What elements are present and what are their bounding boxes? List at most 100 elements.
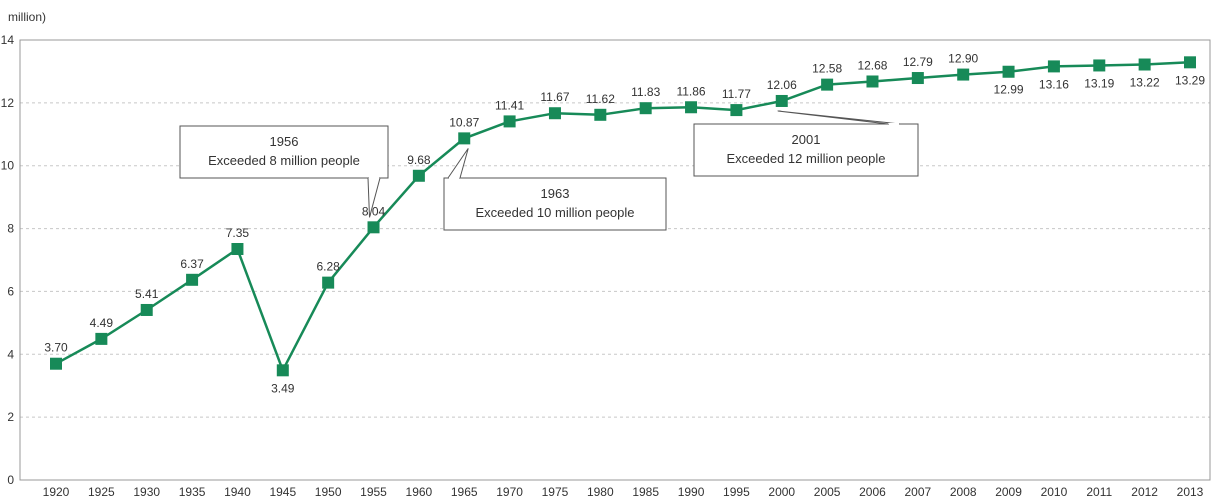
x-tick-label: 1970 [496, 485, 523, 499]
data-point [548, 107, 561, 120]
y-tick-label: 8 [7, 222, 14, 236]
x-tick-label: 1950 [315, 485, 342, 499]
x-tick-label: 2000 [768, 485, 795, 499]
data-point [685, 101, 698, 114]
callout-year: 2001 [792, 132, 821, 147]
data-label: 7.35 [226, 226, 250, 240]
data-point [821, 78, 834, 91]
data-label: 11.77 [722, 87, 751, 101]
x-tick-label: 1985 [632, 485, 659, 499]
data-point [957, 68, 970, 81]
x-tick-label: 1935 [179, 485, 206, 499]
data-point [1184, 56, 1196, 69]
data-label: 11.83 [631, 85, 660, 99]
callout-box [693, 123, 919, 177]
x-tick-label: 1955 [360, 485, 387, 499]
data-point [1093, 59, 1106, 72]
x-tick-label: 2009 [995, 485, 1022, 499]
series-line [55, 61, 1191, 374]
x-tick-label: 1945 [269, 485, 296, 499]
data-label: 11.86 [676, 84, 705, 98]
data-label: 13.16 [1039, 77, 1069, 91]
data-point [412, 169, 425, 182]
x-tick-label: 1925 [88, 485, 115, 499]
line-layer [55, 61, 1191, 374]
data-point [866, 75, 879, 88]
data-label: 12.58 [812, 62, 842, 76]
data-label: 4.49 [90, 316, 114, 330]
callout-text: Exceeded 10 million people [476, 205, 635, 220]
data-label: 3.70 [44, 341, 68, 355]
data-label: 10.87 [449, 115, 479, 129]
data-label: 11.67 [540, 90, 569, 104]
x-tick-label: 2007 [904, 485, 931, 499]
data-point [367, 221, 380, 234]
callout-pointer [447, 148, 469, 179]
x-tick-label: 2011 [1086, 485, 1112, 499]
y-tick-label: 6 [7, 284, 14, 298]
data-label: 13.19 [1084, 76, 1114, 90]
x-tick-label: 1990 [678, 485, 705, 499]
data-point [50, 357, 62, 370]
x-tick-label: 1930 [133, 485, 160, 499]
callout-pointer [777, 110, 901, 125]
point-layer [50, 56, 1196, 377]
data-label: 11.62 [586, 92, 615, 106]
x-tick-label: 1980 [587, 485, 614, 499]
x-tick-label: 2010 [1041, 485, 1068, 499]
data-label: 13.29 [1175, 73, 1205, 87]
x-tick-label: 1965 [451, 485, 478, 499]
y-tick-label: 0 [7, 473, 14, 487]
x-tick-label: 1960 [406, 485, 433, 499]
y-tick-label: 14 [1, 33, 15, 47]
data-label: 6.28 [316, 260, 340, 274]
x-tick-label: 2005 [814, 485, 841, 499]
y-tick-label: 2 [7, 410, 14, 424]
data-point [276, 364, 289, 377]
data-label: 12.99 [994, 83, 1024, 97]
y-tick-label: 12 [1, 96, 15, 110]
data-label: 6.37 [180, 257, 204, 271]
callout: 1963 Exceeded 10 million people [443, 148, 667, 231]
label-layer: 3.70 4.49 5.41 6.37 7.35 3.49 6.28 8.04 9.68 10.8… [44, 52, 1205, 396]
callout-year: 1963 [541, 186, 570, 201]
data-point [322, 276, 335, 289]
plot-frame [19, 39, 1211, 481]
data-point [503, 115, 516, 128]
callout: 2001 Exceeded 12 million people [693, 110, 919, 177]
callout: 1956 Exceeded 8 million people [179, 125, 389, 218]
data-label: 8.04 [362, 204, 386, 218]
data-label: 12.90 [948, 52, 978, 66]
data-point [775, 94, 788, 107]
data-point [140, 303, 153, 316]
callout-text: Exceeded 12 million people [727, 151, 886, 166]
callout-box [443, 177, 667, 231]
data-label: 5.41 [135, 287, 159, 301]
data-point [1047, 60, 1060, 73]
data-label: 3.49 [271, 381, 295, 395]
x-tick-label: 1975 [542, 485, 569, 499]
data-label: 12.79 [903, 55, 933, 69]
data-point [1138, 58, 1151, 71]
x-tick-label: 1920 [43, 485, 70, 499]
callout-text: Exceeded 8 million people [208, 153, 360, 168]
data-label: 11.41 [495, 98, 524, 112]
data-point [1002, 65, 1015, 78]
y-tick-label: 4 [7, 347, 14, 361]
data-label: 12.06 [767, 78, 797, 92]
data-label: 12.68 [857, 58, 887, 72]
data-label: 9.68 [407, 153, 431, 167]
axis-layer: 0 2 4 6 8 10 12 14 million) 1920 1925 1930 1935 1940 1… [1, 10, 1211, 499]
data-point [458, 132, 471, 145]
x-tick-label: 2006 [859, 485, 886, 499]
y-axis-label: million) [8, 10, 46, 24]
y-tick-label: 10 [1, 159, 15, 173]
callout-layer: 1956 Exceeded 8 million people 1963 Exceede… [179, 110, 919, 231]
data-point [639, 102, 652, 115]
data-point [95, 332, 108, 345]
callout-year: 1956 [270, 134, 299, 149]
x-tick-label: 1995 [723, 485, 750, 499]
data-point [730, 104, 743, 117]
